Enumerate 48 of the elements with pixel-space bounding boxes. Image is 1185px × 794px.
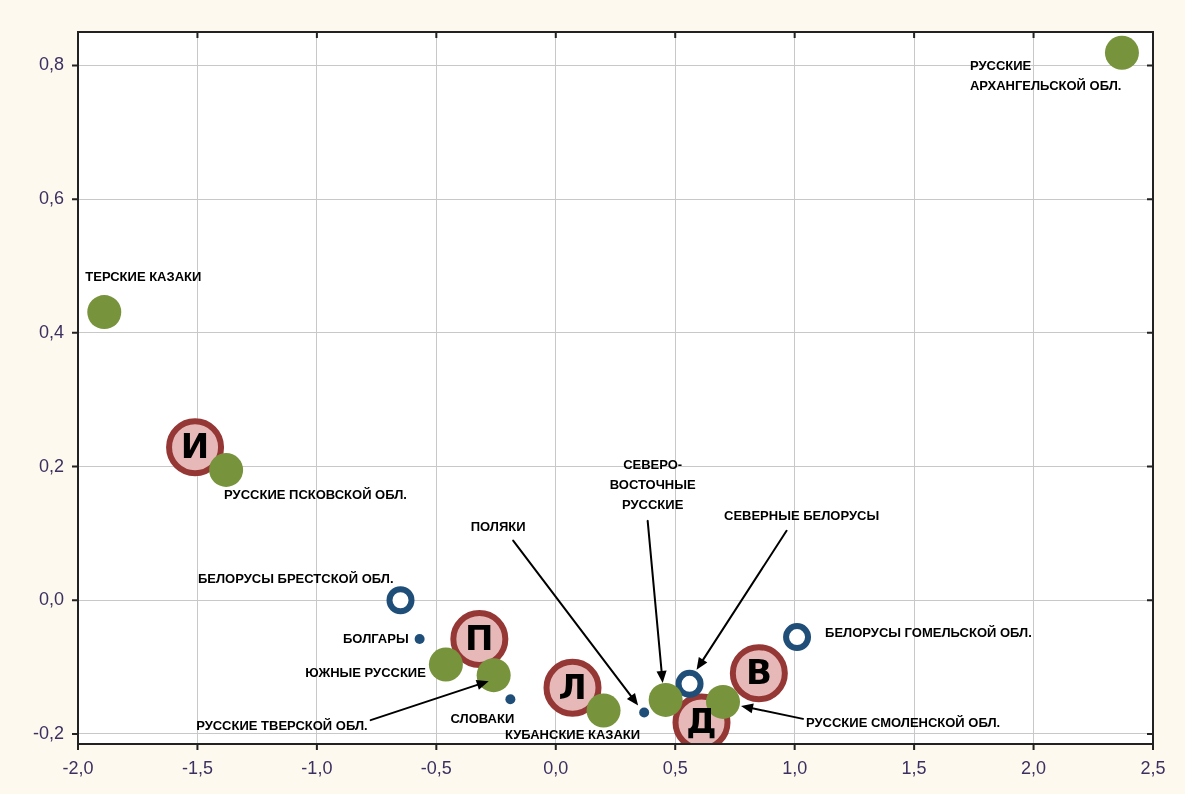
data-label: РУССКИЕ АРХАНГЕЛЬСКОЙ ОБЛ. — [969, 58, 1122, 94]
point — [639, 707, 650, 718]
x-tick-label: -0,5 — [420, 757, 452, 778]
data-label: РУССКИЕ ТВЕРСКОЙ ОБЛ. — [196, 717, 368, 733]
point — [414, 634, 425, 645]
x-tick-label: 2,0 — [1021, 757, 1047, 778]
point — [586, 693, 621, 728]
data-label: Д — [686, 701, 717, 742]
data-label: БОЛГАРЫ — [343, 630, 409, 646]
data-label: В — [745, 651, 772, 692]
data-label: ТЕРСКИЕ КАЗАКИ — [85, 268, 202, 284]
y-tick-label: 0,0 — [38, 589, 64, 610]
data-label: Л — [558, 666, 587, 707]
point — [386, 586, 415, 615]
data-label: РУССКИЕ ПСКОВСКОЙ ОБЛ. — [224, 487, 407, 503]
y-tick-label: 0,6 — [38, 188, 64, 209]
y-tick-label: 0,2 — [38, 455, 64, 476]
point — [783, 623, 812, 652]
point — [428, 647, 463, 682]
x-tick-label: -1,0 — [301, 757, 333, 778]
point — [87, 295, 122, 330]
data-label: КУБАНСКИЕ КАЗАКИ — [505, 727, 641, 743]
point — [476, 658, 511, 693]
x-tick-label: 1,5 — [901, 757, 927, 778]
data-label: И — [180, 425, 210, 466]
x-tick-label: 2,5 — [1140, 757, 1166, 778]
data-label: БЕЛОРУСЫ ГОМЕЛЬСКОЙ ОБЛ. — [825, 624, 1032, 640]
x-tick-label: -2,0 — [62, 757, 94, 778]
point — [505, 694, 516, 705]
point — [1104, 35, 1139, 70]
data-label: РУССКИЕ СМОЛЕНСКОЙ ОБЛ. — [806, 715, 1001, 731]
data-label: СЕВЕРО- ВОСТОЧНЫЕ РУССКИЕ — [609, 457, 696, 513]
x-tick-label: 0,0 — [543, 757, 569, 778]
x-tick-label: 0,5 — [662, 757, 688, 778]
x-tick-label: 1,0 — [782, 757, 808, 778]
x-tick-label: -1,5 — [181, 757, 213, 778]
data-label: БЕЛОРУСЫ БРЕСТСКОЙ ОБЛ. — [197, 570, 394, 586]
point — [675, 669, 704, 698]
point — [209, 452, 244, 487]
annotation: СЕВЕРНЫЕ БЕЛОРУСЫ — [723, 508, 880, 524]
data-label: П — [465, 617, 494, 658]
y-tick-label: 0,8 — [38, 54, 64, 75]
y-tick-label: 0,4 — [38, 321, 64, 342]
y-tick-label: -0,2 — [32, 722, 64, 743]
annotation: ПОЛЯКИ — [470, 519, 526, 535]
data-label: ЮЖНЫЕ РУССКИЕ — [305, 665, 427, 681]
data-label: СЛОВАКИ — [450, 710, 515, 726]
point — [648, 682, 683, 717]
